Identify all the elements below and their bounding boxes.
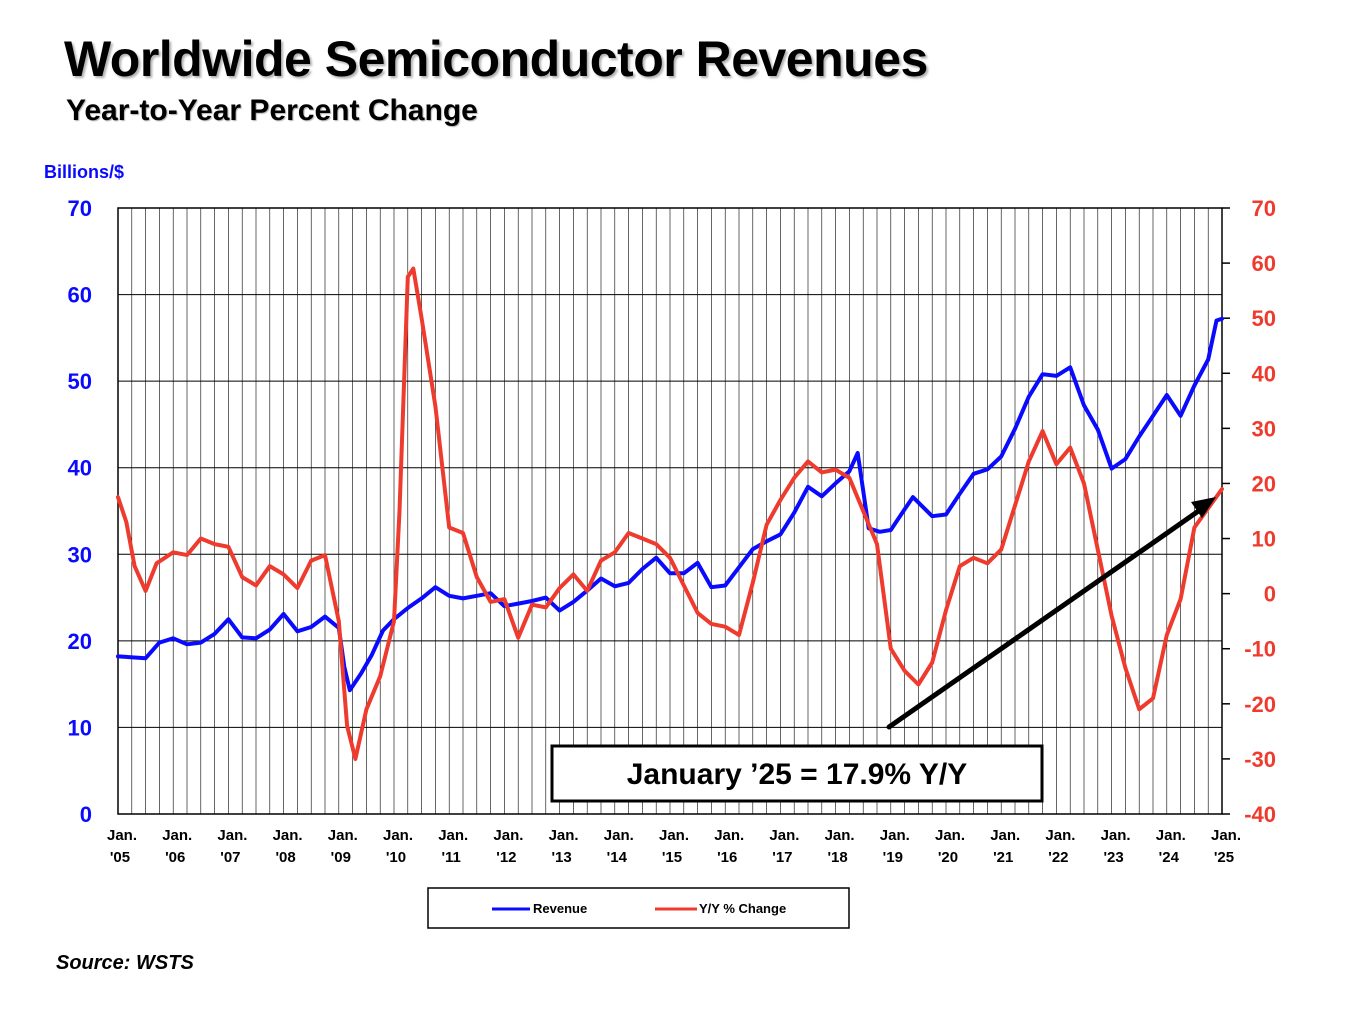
x-tick-label-top: Jan. [935, 827, 965, 844]
x-tick-label-top: Jan. [1211, 827, 1241, 844]
left-tick-label: 50 [68, 369, 92, 394]
x-tick-label-bottom: '13 [551, 849, 571, 866]
x-tick-label-bottom: '09 [331, 849, 351, 866]
x-tick-label-top: Jan. [880, 827, 910, 844]
x-tick-label-top: Jan. [273, 827, 303, 844]
left-tick-label: 10 [68, 715, 92, 740]
x-tick-label-bottom: '22 [1048, 849, 1068, 866]
x-tick-label-bottom: '11 [441, 849, 460, 866]
left-tick-label: 20 [68, 629, 92, 654]
right-tick-label: -40 [1244, 802, 1276, 827]
left-tick-label: 70 [68, 196, 92, 221]
legend-revenue-label: Revenue [533, 901, 587, 916]
x-tick-label-bottom: '18 [827, 849, 847, 866]
left-tick-label: 60 [68, 283, 92, 308]
x-tick-label-top: Jan. [549, 827, 579, 844]
annotation-text: January ’25 = 17.9% Y/Y [627, 758, 968, 791]
series-lines [116, 266, 1224, 761]
x-tick-label-top: Jan. [990, 827, 1020, 844]
legend: Revenue Y/Y % Change [427, 887, 850, 929]
left-axis-label: Billions/$ [44, 162, 124, 182]
chart-title: Worldwide Semiconductor Revenues [64, 31, 928, 87]
right-tick-label: 20 [1252, 471, 1276, 496]
left-tick-label: 30 [68, 542, 92, 567]
x-tick-label-bottom: '15 [662, 849, 682, 866]
x-tick-label-top: Jan. [1156, 827, 1186, 844]
left-tick-label: 40 [68, 456, 92, 481]
right-tick-label: 10 [1252, 527, 1276, 552]
x-tick-label-bottom: '16 [717, 849, 737, 866]
left-tick-label: 0 [80, 802, 92, 827]
x-tick-label-top: Jan. [825, 827, 855, 844]
right-tick-label: -10 [1244, 637, 1276, 662]
annotation-box: January ’25 = 17.9% Y/Y [550, 744, 1044, 803]
x-tick-label-top: Jan. [1101, 827, 1131, 844]
source-note: Source: WSTS [56, 952, 194, 974]
x-tick-label-bottom: '12 [496, 849, 516, 866]
right-axis-ticks: -40 -30 -20 -10 0 10 20 30 40 50 60 70 [1222, 196, 1276, 827]
right-tick-label: 70 [1252, 196, 1276, 221]
x-tick-label-top: Jan. [162, 827, 192, 844]
grid-lines [117, 207, 1223, 815]
x-tick-label-top: Jan. [714, 827, 744, 844]
x-tick-label-top: Jan. [217, 827, 247, 844]
x-tick-label-bottom: '08 [275, 849, 295, 866]
x-tick-label-bottom: '10 [386, 849, 406, 866]
right-tick-label: 40 [1252, 361, 1276, 386]
plot-frame [117, 207, 1223, 815]
x-tick-label-top: Jan. [1045, 827, 1075, 844]
right-tick-label: -20 [1244, 692, 1276, 717]
x-tick-label-bottom: '07 [220, 849, 240, 866]
x-axis-ticks: Jan. '05 Jan. '06 Jan. '07 Jan. '08 Jan. '09 Jan. '… [107, 827, 1241, 866]
x-tick-label-top: Jan. [604, 827, 634, 844]
x-tick-label-top: Jan. [383, 827, 413, 844]
x-tick-label-top: Jan. [659, 827, 689, 844]
x-tick-label-bottom: '21 [993, 849, 1013, 866]
chart-subtitle: Year-to-Year Percent Change [66, 94, 478, 127]
x-tick-label-bottom: '17 [772, 849, 792, 866]
trend-arrow [886, 497, 1216, 730]
x-tick-label-bottom: '25 [1214, 849, 1234, 866]
x-tick-label-top: Jan. [107, 827, 137, 844]
right-tick-label: 30 [1252, 416, 1276, 441]
x-tick-label-bottom: '14 [607, 849, 628, 866]
right-tick-label: 60 [1252, 251, 1276, 276]
series-line-yoy-change [116, 266, 1224, 761]
x-tick-label-top: Jan. [328, 827, 358, 844]
x-tick-label-top: Jan. [493, 827, 523, 844]
x-tick-label-top: Jan. [769, 827, 799, 844]
right-tick-label: -30 [1244, 747, 1276, 772]
x-tick-label-bottom: '05 [110, 849, 130, 866]
x-tick-label-bottom: '23 [1103, 849, 1123, 866]
x-tick-label-bottom: '06 [165, 849, 185, 866]
left-axis-ticks: 0 10 20 30 40 50 60 70 [68, 196, 92, 827]
right-tick-label: 0 [1264, 582, 1276, 607]
x-tick-label-bottom: '20 [938, 849, 958, 866]
x-tick-label-top: Jan. [438, 827, 468, 844]
x-tick-label-bottom: '24 [1159, 849, 1180, 866]
x-tick-label-bottom: '19 [883, 849, 903, 866]
right-tick-label: 50 [1252, 306, 1276, 331]
legend-yoy-label: Y/Y % Change [699, 901, 786, 916]
